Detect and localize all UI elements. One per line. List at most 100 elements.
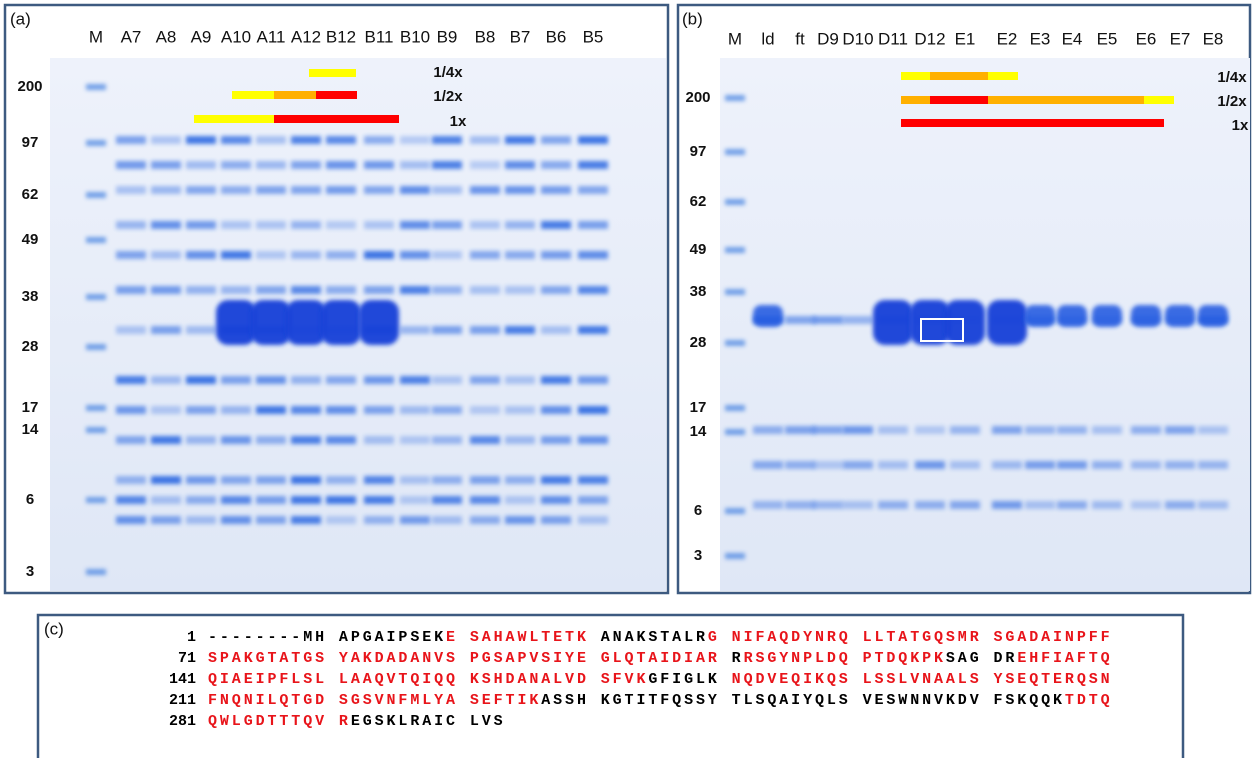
band xyxy=(326,221,356,229)
band xyxy=(505,476,535,484)
band xyxy=(505,286,535,294)
band xyxy=(1092,461,1122,469)
band xyxy=(86,192,106,198)
band xyxy=(470,251,500,259)
band xyxy=(505,376,535,384)
band xyxy=(326,376,356,384)
band xyxy=(578,136,608,144)
band xyxy=(915,461,945,469)
band xyxy=(251,300,291,345)
band xyxy=(785,316,815,324)
band xyxy=(505,326,535,334)
band xyxy=(291,516,321,524)
band xyxy=(364,436,394,444)
band xyxy=(505,516,535,524)
sequence-line: 141 QIAEIPFLSL LAAQVTQIQQ KSHDANALVD SFVK… xyxy=(150,669,1113,690)
lane-label: B10 xyxy=(400,27,430,46)
band xyxy=(186,326,216,334)
band xyxy=(753,501,783,509)
sequence-segment: E SAHAWLTETK xyxy=(446,629,589,646)
band xyxy=(151,436,181,444)
band xyxy=(470,496,500,504)
lane-label: B5 xyxy=(583,27,604,46)
band xyxy=(541,251,571,259)
band xyxy=(541,376,571,384)
band xyxy=(291,161,321,169)
band xyxy=(326,136,356,144)
band xyxy=(432,186,462,194)
marker-label: 97 xyxy=(22,134,39,151)
band xyxy=(364,406,394,414)
lane-label: A8 xyxy=(156,27,177,46)
band xyxy=(86,84,106,90)
band xyxy=(400,136,430,144)
sequence-segment: ASSH KGTITFQSSY TLSQAIYQLS VESWNNVKDV FS… xyxy=(541,692,1065,709)
sequence-segment: FNQNILQTGD SGSVNFMLYA SEFTIK xyxy=(208,692,542,709)
marker-label: 200 xyxy=(17,78,42,95)
lane-label: A7 xyxy=(121,27,142,46)
marker-label: 49 xyxy=(22,231,39,248)
residue-number: 1 xyxy=(186,629,196,646)
fraction-label: 1/2x xyxy=(1217,93,1247,110)
band xyxy=(151,186,181,194)
band xyxy=(256,186,286,194)
sequence-segment: QIAEIPFLSL LAAQVTQIQQ KSHDANALVD SFVK xyxy=(208,671,649,688)
band xyxy=(725,405,745,411)
band xyxy=(116,186,146,194)
band xyxy=(364,136,394,144)
sequence-line: 211 FNQNILQTGD SGSVNFMLYA SEFTIKASSH KGTI… xyxy=(150,690,1113,711)
pool-bars xyxy=(194,69,1174,127)
band xyxy=(1131,501,1161,509)
band xyxy=(221,436,251,444)
marker-label: 14 xyxy=(690,423,707,440)
panel-label: (c) xyxy=(44,619,64,638)
fraction-label: 1x xyxy=(1232,117,1249,134)
band xyxy=(813,461,843,469)
band xyxy=(186,186,216,194)
marker-label: 49 xyxy=(690,241,707,258)
fraction-label: 1/2x xyxy=(433,88,463,105)
band xyxy=(432,476,462,484)
band xyxy=(256,161,286,169)
band xyxy=(1198,426,1228,434)
band xyxy=(541,161,571,169)
band xyxy=(725,429,745,435)
band xyxy=(878,461,908,469)
band xyxy=(364,161,394,169)
band xyxy=(116,436,146,444)
band xyxy=(151,516,181,524)
band xyxy=(1198,305,1228,327)
band xyxy=(400,326,430,334)
band xyxy=(221,286,251,294)
band xyxy=(221,136,251,144)
band xyxy=(541,476,571,484)
band xyxy=(470,436,500,444)
lane-label: D9 xyxy=(817,29,839,48)
band xyxy=(116,516,146,524)
band xyxy=(400,476,430,484)
band xyxy=(221,406,251,414)
band xyxy=(400,406,430,414)
band xyxy=(291,476,321,484)
band xyxy=(843,426,873,434)
band xyxy=(256,251,286,259)
marker-label: 62 xyxy=(22,186,39,203)
band xyxy=(878,426,908,434)
band xyxy=(470,286,500,294)
band xyxy=(725,340,745,346)
excised-band-box xyxy=(920,318,964,342)
band xyxy=(541,436,571,444)
band xyxy=(432,251,462,259)
band xyxy=(221,516,251,524)
band xyxy=(400,221,430,229)
band xyxy=(1165,501,1195,509)
band xyxy=(364,251,394,259)
lane-label: E8 xyxy=(1203,29,1224,48)
band xyxy=(326,161,356,169)
band xyxy=(950,461,980,469)
lane-label: E2 xyxy=(997,29,1018,48)
band xyxy=(186,161,216,169)
band xyxy=(578,516,608,524)
band xyxy=(1198,501,1228,509)
